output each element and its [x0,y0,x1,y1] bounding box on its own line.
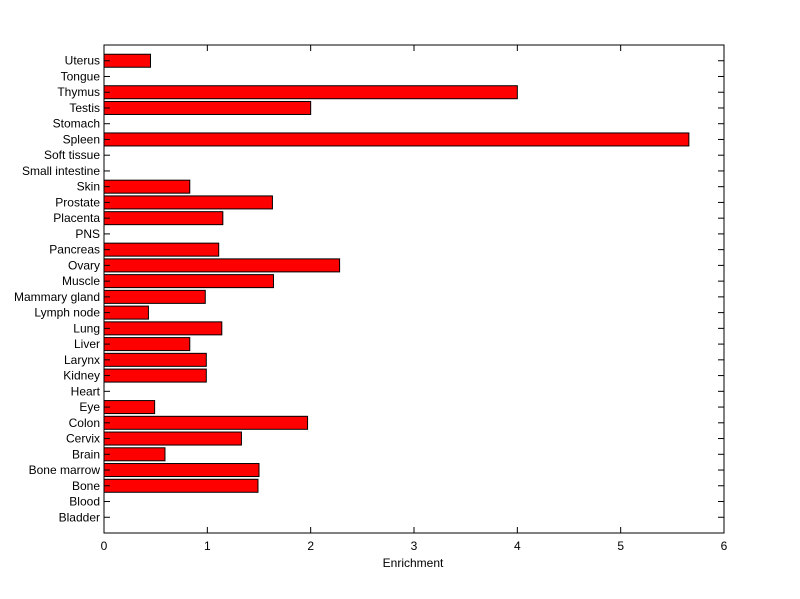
bar-muscle [103,274,274,289]
x-axis-title: Enrichment [383,556,444,570]
bar-mammary-gland [103,289,206,304]
bar-eye [103,400,156,415]
y-tick-label: Brain [72,447,100,461]
y-tick-label: Bone marrow [29,463,101,477]
bar-lymph-node [103,305,149,320]
y-tick-label: Bladder [59,510,100,524]
y-tick-label: Heart [71,384,101,398]
bar-brain [103,447,166,462]
x-tick-label: 2 [307,539,314,553]
bar-bone [103,478,259,493]
y-tick-label: Prostate [55,195,100,209]
bar-kidney [103,368,207,383]
bar-cervix [103,431,242,446]
x-tick-label: 1 [204,539,211,553]
bar-ovary [103,258,341,273]
bar-skin [103,179,191,194]
y-tick-label: Placenta [53,211,100,225]
y-tick-label: Mammary gland [14,290,100,304]
bar-liver [103,337,191,352]
y-tick-label: Tongue [61,69,101,83]
bar-uterus [103,53,151,68]
y-tick-label: Larynx [64,353,100,367]
y-tick-label: Muscle [62,274,100,288]
bar-prostate [103,195,273,210]
axes-box [103,44,725,534]
bar-thymus [103,85,518,100]
y-tick-label: Kidney [63,369,100,383]
bar-testis [103,100,312,115]
bar-spleen [103,132,690,147]
bar-placenta [103,211,224,226]
x-tick-label: 5 [617,539,624,553]
bar-colon [103,415,309,430]
bar-lung [103,321,223,336]
y-tick-label: Pancreas [49,243,100,257]
y-tick-label: Uterus [65,54,100,68]
y-tick-label: Soft tissue [44,148,100,162]
y-tick-label: Lymph node [34,306,100,320]
y-tick-label: Blood [69,495,100,509]
y-tick-label: Small intestine [22,164,100,178]
y-tick-label: PNS [75,227,100,241]
bar-larynx [103,352,207,367]
y-tick-label: Spleen [63,132,100,146]
y-tick-label: Skin [77,180,100,194]
y-tick-label: Cervix [66,432,100,446]
bar-pancreas [103,242,220,257]
x-tick-label: 6 [721,539,728,553]
y-tick-label: Ovary [68,258,100,272]
x-tick-label: 3 [411,539,418,553]
y-tick-label: Bone [72,479,100,493]
y-tick-label: Colon [69,416,100,430]
y-tick-label: Lung [73,321,100,335]
y-tick-label: Eye [79,400,100,414]
y-tick-label: Thymus [57,85,100,99]
y-tick-label: Liver [74,337,100,351]
x-tick-label: 0 [101,539,108,553]
y-tick-label: Testis [69,101,100,115]
bar-bone-marrow [103,463,260,478]
x-tick-label: 4 [514,539,521,553]
y-tick-label: Stomach [53,117,100,131]
